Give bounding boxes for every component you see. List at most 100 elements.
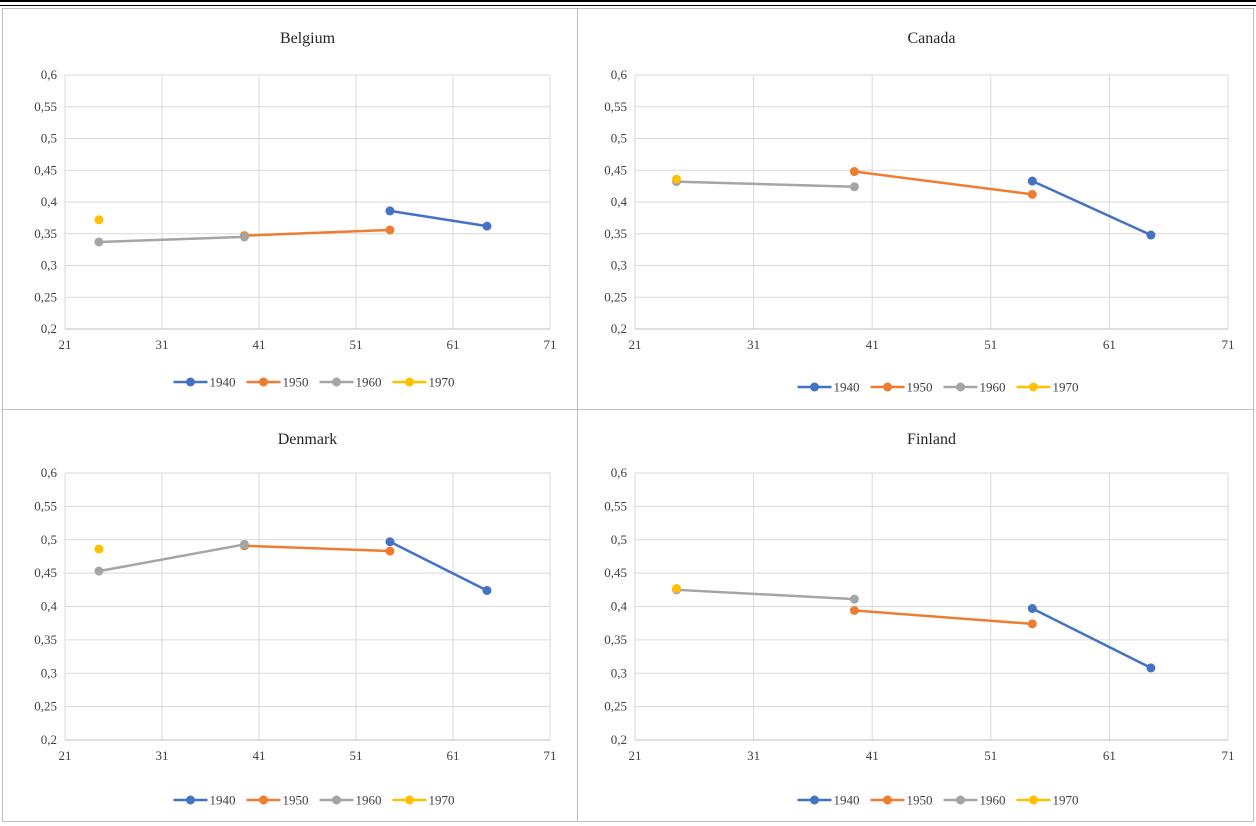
legend-label-1940: 1940	[210, 375, 236, 390]
data-point-1940	[482, 585, 492, 595]
legend-label-1960: 1960	[356, 793, 382, 808]
data-point-1940	[1027, 176, 1037, 186]
y-tick-label: 0,45	[604, 162, 627, 177]
data-point-1940	[1146, 230, 1156, 240]
x-tick-label: 41	[866, 748, 879, 763]
legend-marker-1960	[332, 377, 341, 387]
data-point-1950	[385, 225, 395, 235]
legend-marker-1970	[405, 795, 414, 805]
panel-divider-vertical	[577, 8, 578, 822]
legend-marker-1940	[186, 377, 195, 387]
x-tick-label: 71	[1222, 337, 1235, 352]
data-point-1940	[385, 537, 395, 547]
legend-label-1950: 1950	[907, 380, 933, 395]
legend-marker-1970	[1029, 382, 1038, 392]
y-tick-label: 0,4	[41, 194, 58, 209]
series-line-1940	[389, 540, 488, 592]
legend-marker-1970	[1029, 795, 1038, 805]
x-tick-label: 71	[544, 748, 557, 763]
data-point-1970	[94, 544, 104, 554]
legend-label-1970: 1970	[1053, 380, 1079, 395]
legend-marker-1960	[332, 795, 341, 805]
panel-divider-horizontal	[2, 409, 1254, 410]
y-tick-label: 0,35	[604, 226, 627, 241]
x-tick-label: 31	[156, 337, 169, 352]
x-tick-label: 61	[1103, 748, 1116, 763]
x-tick-label: 71	[544, 337, 557, 352]
legend-label-1960: 1960	[980, 793, 1006, 808]
legend-label-1960: 1960	[356, 375, 382, 390]
x-tick-label: 71	[1222, 748, 1235, 763]
chart-svg: Denmark 0,2 0,25 0,3 0,35 0,4 0,45 0,5 0,55 0,6 21…	[34, 431, 557, 808]
y-tick-label: 0,4	[41, 599, 58, 614]
x-tick-label: 51	[984, 748, 997, 763]
y-tick-label: 0,4	[611, 194, 628, 209]
y-tick-label: 0,25	[34, 699, 57, 714]
x-tick-label: 31	[156, 748, 169, 763]
chart-svg: Belgium 0,2 0,25 0,3 0,35 0,4 0,45 0,5 0,55 0,6 21…	[34, 30, 557, 390]
series-line-1950	[854, 170, 1033, 196]
legend-marker-1950	[883, 795, 892, 805]
chart-title: Denmark	[278, 431, 338, 448]
x-tick-label: 41	[866, 337, 879, 352]
chart-title: Finland	[907, 431, 956, 448]
panel-grid-border	[2, 8, 1254, 822]
data-point-1960	[849, 182, 859, 192]
series-line-1950	[244, 544, 390, 553]
data-point-1950	[849, 606, 859, 616]
y-tick-label: 0,5	[41, 532, 57, 547]
x-tick-label: 61	[447, 337, 460, 352]
x-tick-label: 51	[984, 337, 997, 352]
y-tick-label: 0,2	[611, 321, 627, 336]
data-point-1960	[849, 594, 859, 604]
y-tick-label: 0,45	[34, 565, 57, 580]
series-line-1960	[676, 588, 855, 601]
chart-panel-belgium: Belgium 0,2 0,25 0,3 0,35 0,4 0,45 0,5 0,55 0,6 21…	[3, 9, 577, 409]
data-point-1950	[1027, 189, 1037, 199]
y-tick-label: 0,5	[611, 131, 627, 146]
series-line-1940	[1031, 179, 1152, 237]
y-tick-label: 0,6	[611, 67, 628, 82]
data-point-1960	[239, 232, 249, 242]
legend-label-1970: 1970	[429, 375, 455, 390]
y-tick-label: 0,55	[604, 498, 627, 513]
chart-title: Canada	[908, 30, 956, 47]
data-point-1970	[672, 174, 682, 184]
y-tick-label: 0,45	[604, 565, 627, 580]
legend-label-1940: 1940	[210, 793, 236, 808]
legend-label-1970: 1970	[1053, 793, 1079, 808]
series-line-1940	[1031, 607, 1152, 670]
legend-marker-1950	[883, 382, 892, 392]
legend-marker-1960	[956, 795, 965, 805]
legend-marker-1950	[259, 795, 268, 805]
legend-marker-1940	[186, 795, 195, 805]
data-point-1950	[385, 546, 395, 556]
legend-marker-1940	[810, 382, 819, 392]
y-tick-label: 0,5	[41, 131, 57, 146]
chart-panel-finland: Finland 0,2 0,25 0,3 0,35 0,4 0,45 0,5 0,55 0,6 21…	[578, 410, 1253, 821]
series-line-1940	[389, 209, 488, 228]
y-tick-label: 0,3	[41, 665, 57, 680]
data-point-1970	[94, 215, 104, 225]
chart-panel-denmark: Denmark 0,2 0,25 0,3 0,35 0,4 0,45 0,5 0,55 0,6 21…	[3, 410, 577, 821]
x-tick-label: 61	[447, 748, 460, 763]
x-tick-label: 21	[59, 337, 72, 352]
x-tick-label: 41	[253, 748, 266, 763]
series-line-1950	[854, 609, 1033, 626]
series-line-1960	[676, 180, 855, 189]
data-point-1960	[94, 566, 104, 576]
chart-panel-canada: Canada 0,2 0,25 0,3 0,35 0,4 0,45 0,5 0,55 0,6 21 3…	[578, 9, 1253, 409]
y-tick-label: 0,35	[34, 226, 57, 241]
x-tick-label: 21	[59, 748, 72, 763]
y-tick-label: 0,4	[611, 599, 628, 614]
x-tick-label: 31	[747, 337, 760, 352]
legend-label-1960: 1960	[980, 380, 1006, 395]
legend-label-1970: 1970	[429, 793, 455, 808]
y-tick-label: 0,3	[611, 258, 627, 273]
y-tick-label: 0,3	[41, 258, 57, 273]
y-tick-label: 0,45	[34, 162, 57, 177]
chart-svg: Finland 0,2 0,25 0,3 0,35 0,4 0,45 0,5 0,55 0,6 21…	[604, 431, 1235, 808]
legend-marker-1970	[405, 377, 414, 387]
y-tick-label: 0,2	[41, 321, 57, 336]
data-point-1940	[1027, 604, 1037, 614]
